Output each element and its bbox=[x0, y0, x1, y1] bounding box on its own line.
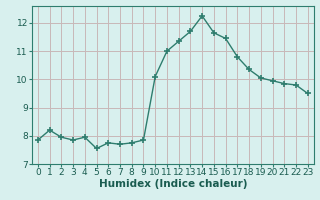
X-axis label: Humidex (Indice chaleur): Humidex (Indice chaleur) bbox=[99, 179, 247, 189]
